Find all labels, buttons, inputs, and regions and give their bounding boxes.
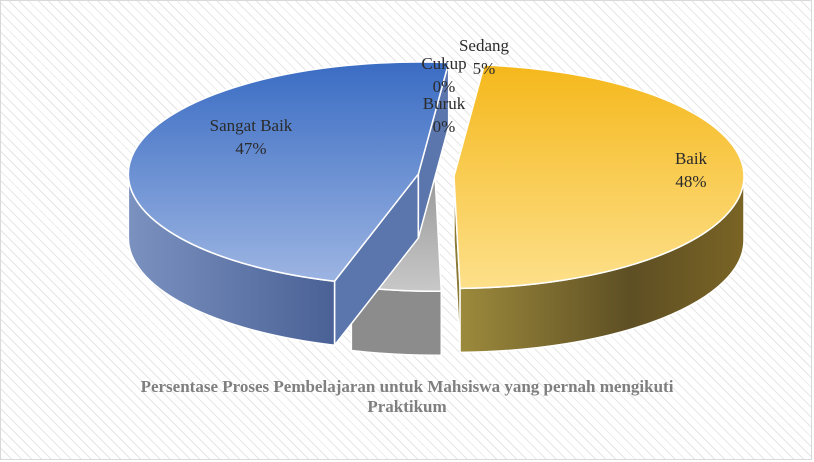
label-sedang-value: 5% bbox=[473, 59, 496, 78]
slice-baik-top bbox=[453, 64, 745, 290]
chart-title: Persentase Proses Pembelajaran untuk Mah… bbox=[140, 377, 674, 416]
slice-baik bbox=[453, 64, 745, 354]
label-buruk-value: 0% bbox=[433, 117, 456, 136]
label-sangat-baik-name: Sangat Baik bbox=[210, 116, 293, 135]
label-baik-name: Baik bbox=[675, 149, 708, 168]
label-sangat-baik-value: 47% bbox=[235, 139, 266, 158]
pie-slices bbox=[127, 61, 745, 356]
label-cukup-value: 0% bbox=[433, 77, 456, 96]
slice-sangat-baik-top bbox=[127, 61, 450, 283]
label-baik-value: 48% bbox=[675, 172, 706, 191]
label-cukup-name: Cukup bbox=[421, 54, 466, 73]
label-sedang-name: Sedang bbox=[459, 36, 510, 55]
slice-sangat-baik bbox=[127, 61, 450, 348]
label-buruk-name: Buruk bbox=[423, 94, 466, 113]
